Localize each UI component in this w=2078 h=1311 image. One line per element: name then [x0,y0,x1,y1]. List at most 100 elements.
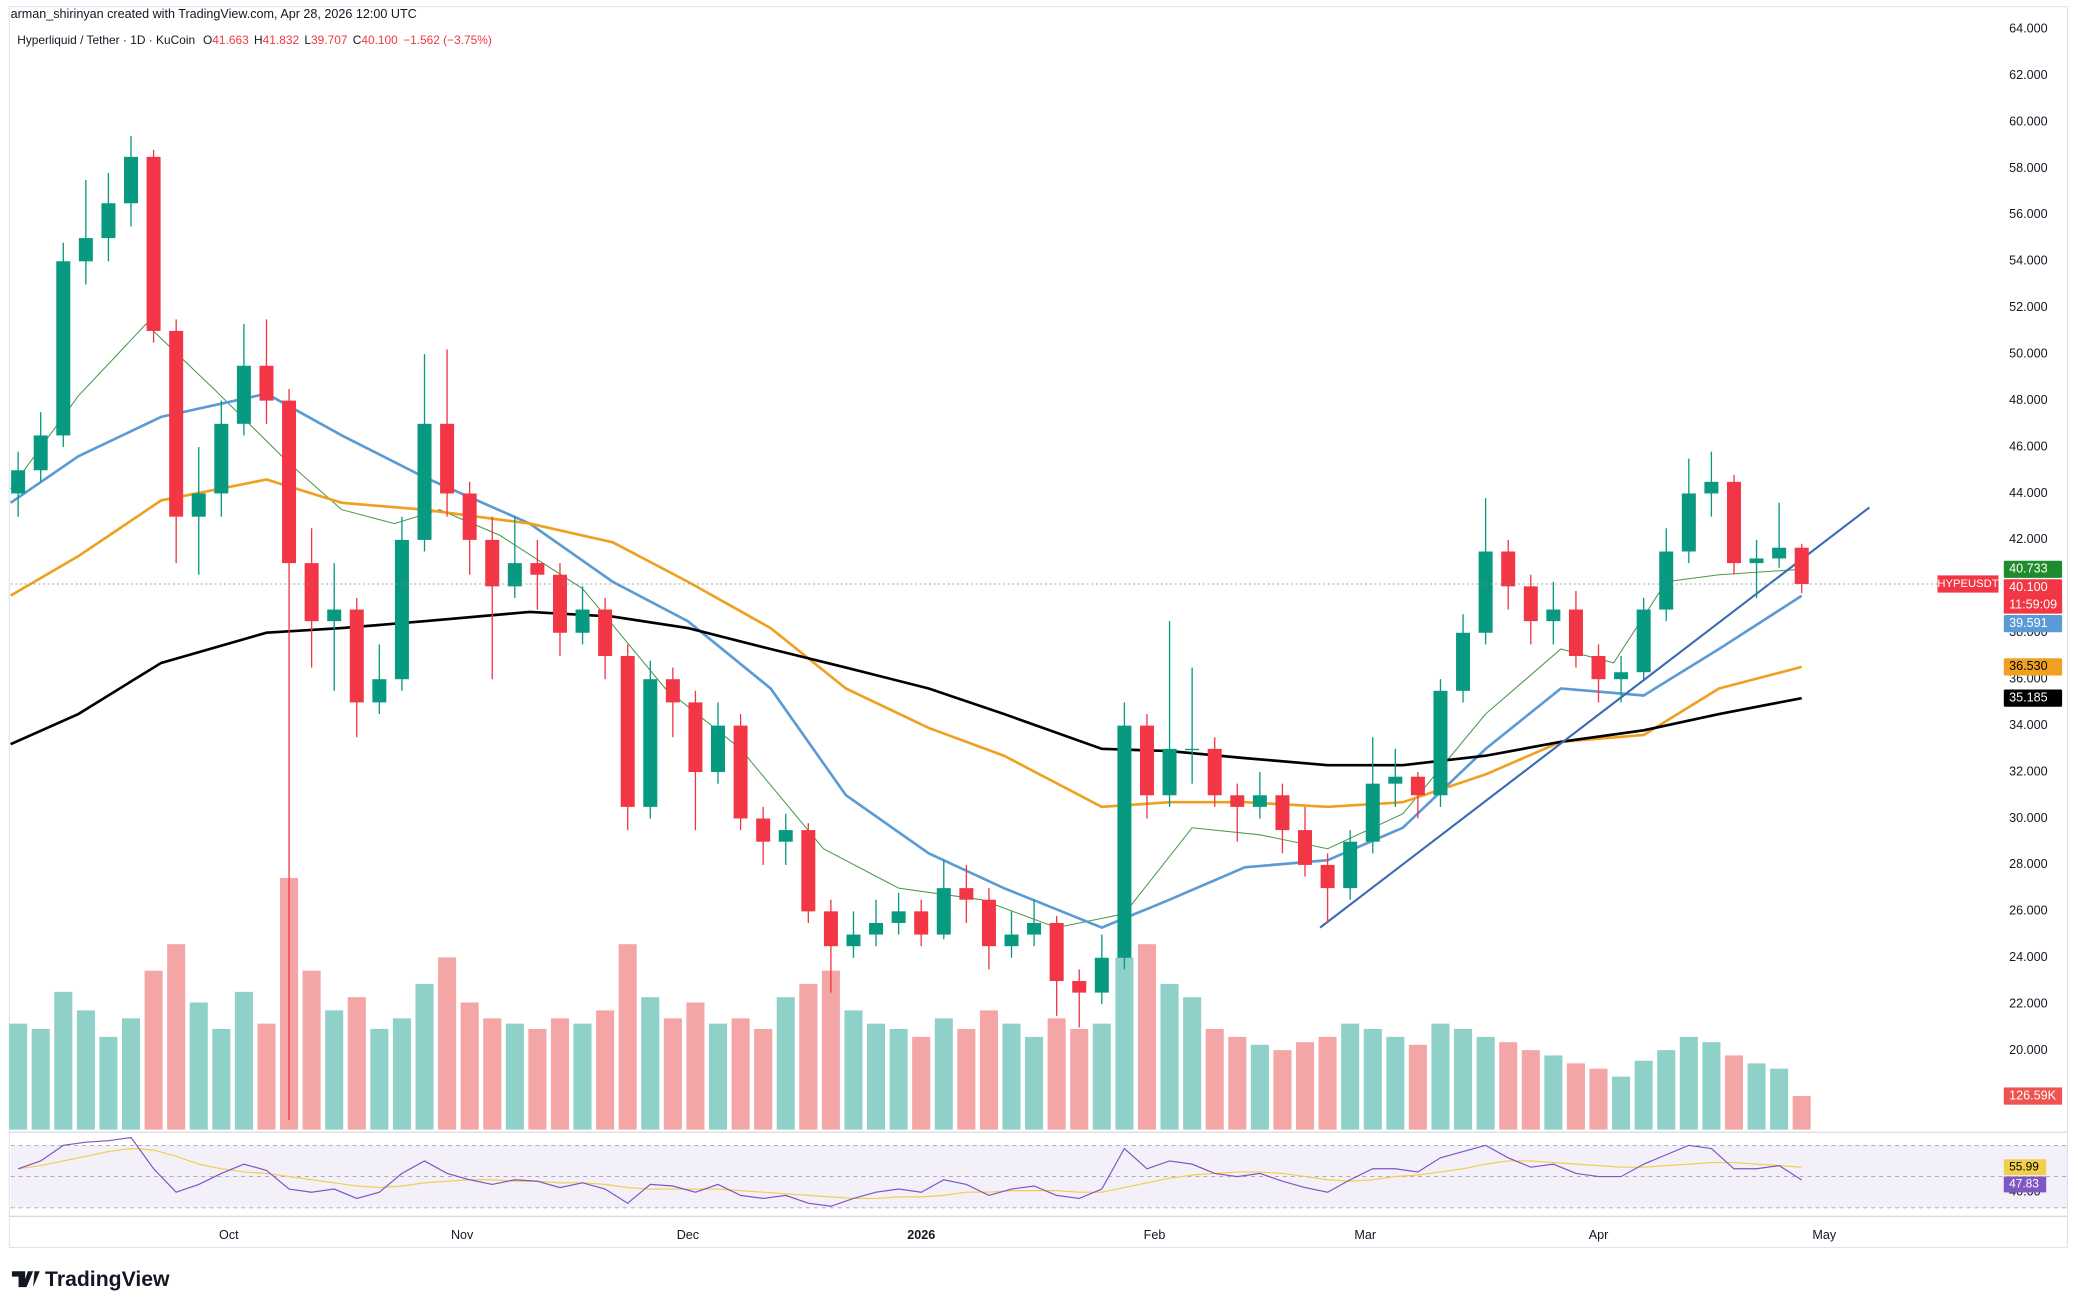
candle-body [575,609,590,633]
candle-body [756,818,771,842]
volume-bar [302,970,321,1130]
ohlc-value: 40.100 [361,33,398,47]
y-tick-label: 62.000 [2009,68,2047,82]
y-tick-label: 64.000 [2009,21,2047,35]
x-tick-label: Nov [451,1228,474,1242]
candle-body [394,539,409,680]
y-tick-label: 22.000 [2009,997,2047,1011]
volume-bar [1476,1036,1495,1130]
candle-body [259,365,274,401]
candle-body [1726,481,1741,564]
ohlc-key: H [254,33,263,47]
volume-bar [144,970,163,1130]
candle-body [236,365,251,424]
logo-text: TradingView [45,1268,170,1291]
candle-body [214,423,229,494]
price-tag-bg [2003,579,2063,614]
candle-body [711,725,726,773]
y-tick-label: 60.000 [2009,114,2047,128]
volume-bar [483,1018,502,1130]
candle-body [507,563,522,587]
volume-bar [754,1028,773,1130]
candle-body [1704,481,1719,494]
rsi-signal [18,1147,1802,1200]
candle-body [1117,725,1132,958]
y-tick-label: 58.000 [2009,161,2047,175]
ohlc-value: 39.707 [311,33,348,47]
volume-bar [1273,1050,1292,1130]
ohlc-key: L [304,33,311,47]
y-tick-label: 34.000 [2009,718,2047,732]
candle-body [1275,795,1290,831]
candle-body [1772,547,1787,559]
volume-bar [1679,1036,1698,1130]
candle-body [1501,551,1516,587]
candle-body [1207,748,1222,796]
volume-bar [889,1028,908,1130]
volume-bar [76,1010,95,1130]
candle-body [1456,632,1471,691]
volume-bar [934,1018,953,1130]
candle-body [349,609,364,703]
candle-body [146,156,161,331]
ohlc-value: 41.832 [263,33,300,47]
candle-body [485,539,500,587]
candle-body [33,435,48,471]
candle-body [1523,586,1538,622]
logo: TradingView [11,1268,170,1291]
candle-body [869,922,884,935]
volume-tag: 126.59K [2009,1088,2056,1102]
volume-bar [1183,997,1202,1130]
y-tick-label: 42.000 [2009,532,2047,546]
volume-bar [1070,1028,1089,1130]
y-tick-label: 46.000 [2009,439,2047,453]
candle-body [1794,547,1809,585]
symbol: Hyperliquid / Tether · 1D · KuCoin [17,33,195,47]
price-tag: 11:59:09 [2009,597,2057,611]
volume-bar [1160,983,1179,1130]
candle-body [1636,609,1651,673]
moving-average [9,392,1803,930]
volume-bar [438,957,457,1130]
volume-bar [1724,1055,1744,1130]
y-tick-label: 44.000 [2009,486,2047,500]
volume-bar [121,1018,141,1130]
candle-body [891,911,906,923]
candle-body [372,679,387,703]
candle-body [56,261,71,436]
candle-body [914,911,929,935]
volume-bar [1544,1055,1563,1130]
volume-bar [325,1010,344,1130]
volume-bar [867,1023,886,1130]
volume-bar [234,991,253,1130]
candle-body [1027,922,1042,935]
y-tick-label: 24.000 [2009,950,2047,964]
candle-body [598,609,613,656]
price-tag: 36.530 [2009,659,2047,673]
candle-body [1230,795,1245,807]
ohlc-change: −1.562 (−3.75%) [403,33,492,47]
candle-body [1185,748,1200,751]
candle-body [778,830,793,842]
y-tick-label: 30.000 [2009,811,2047,825]
price-tag: 39.591 [2009,616,2047,630]
volume-bar [844,1010,863,1130]
volume-bar [1115,957,1134,1130]
volume-bar [1002,1023,1021,1130]
volume-bar [460,1002,479,1130]
volume-bar [9,1023,28,1130]
volume-bar [1499,1042,1518,1130]
trendline [1319,506,1871,929]
candle-body [733,725,748,819]
y-tick-label: 48.000 [2009,393,2047,407]
volume-bar [550,1018,570,1130]
volume-bar [1770,1068,1789,1130]
candle-body [1365,783,1380,842]
candle-body [959,888,974,900]
candle-body [11,470,26,494]
volume-bar [1250,1044,1269,1130]
x-tick-label: Feb [1144,1228,1166,1242]
candle-body [1546,609,1561,622]
volume-bar [167,944,186,1130]
